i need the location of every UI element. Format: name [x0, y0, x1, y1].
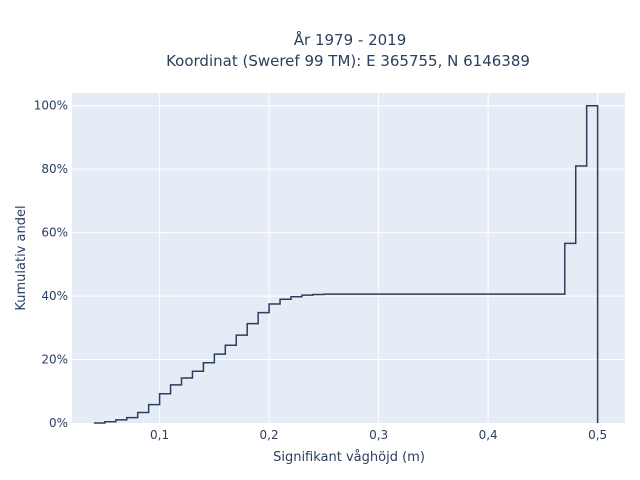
chart-title-line1: År 1979 - 2019: [294, 30, 407, 49]
plot-area: [72, 93, 625, 423]
x-tick-labels: 0,1 0,2 0,3 0,4 0,5: [150, 428, 607, 442]
x-axis-label: Signifikant våghöjd (m): [273, 450, 425, 465]
series-line: [93, 104, 599, 424]
y-tick-label: 60%: [41, 226, 68, 240]
x-tick-label: 0,4: [479, 428, 498, 442]
x-tick-label: 0,1: [150, 428, 169, 442]
y-tick-label: 80%: [41, 162, 68, 176]
x-tick-label: 0,3: [369, 428, 388, 442]
y-tick-label: 20%: [41, 353, 68, 367]
chart-title-line2: Koordinat (Sweref 99 TM): E 365755, N 61…: [166, 52, 530, 70]
y-tick-label: 40%: [41, 289, 68, 303]
y-tick-labels: 0% 20% 40% 60% 80% 100%: [34, 99, 68, 430]
x-tick-label: 0,5: [588, 428, 607, 442]
y-tick-label: 0%: [49, 416, 68, 430]
y-axis-label: Kumulativ andel: [14, 205, 29, 310]
y-tick-label: 100%: [34, 99, 68, 113]
x-tick-label: 0,2: [260, 428, 279, 442]
